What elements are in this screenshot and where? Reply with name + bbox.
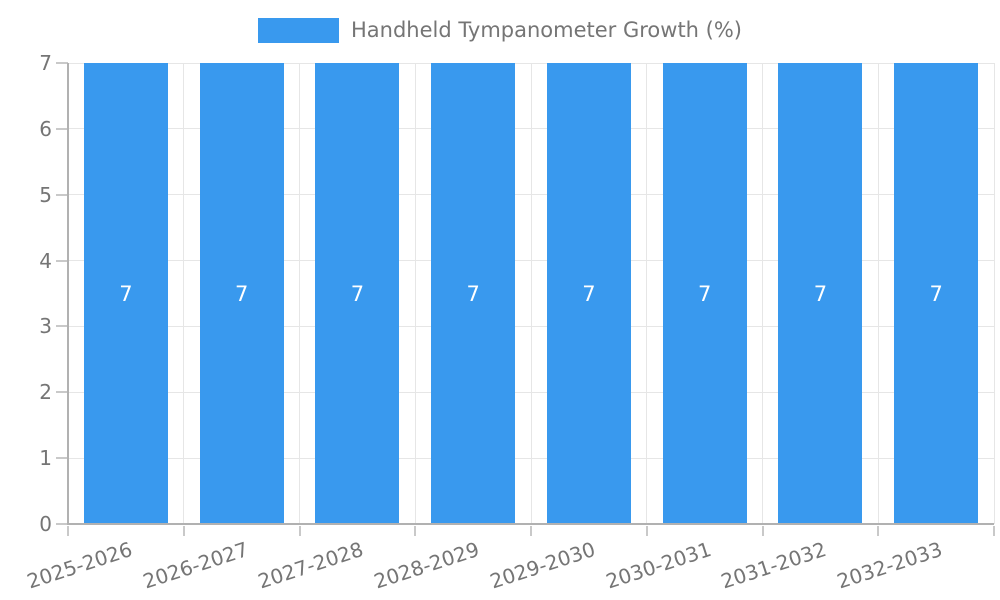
bar-value-label: 7 — [813, 281, 828, 306]
x-gridline — [414, 63, 416, 524]
bar-value-label: 7 — [119, 281, 133, 306]
bar — [199, 63, 284, 523]
x-tick — [182, 526, 185, 536]
x-tick — [645, 526, 648, 536]
bar-value-label: 7 — [697, 281, 712, 306]
y-tick — [56, 193, 68, 196]
x-gridline — [877, 63, 879, 524]
y-tick — [56, 127, 68, 130]
x-tick — [761, 526, 764, 536]
bar — [315, 63, 400, 523]
x-axis-tick-label: 2027-2028 — [255, 537, 367, 594]
chart-legend: Handheld Tympanometer Growth (%) — [0, 18, 1000, 43]
y-tick — [56, 325, 68, 328]
x-tick — [530, 526, 532, 536]
x-gridline — [646, 63, 648, 524]
x-gridline — [993, 63, 995, 524]
y-axis-tick-label: 5 — [39, 182, 52, 207]
x-axis-tick-label: 2026-2027 — [139, 537, 251, 594]
y-axis-tick-label: 6 — [39, 116, 52, 141]
x-tick — [67, 526, 69, 536]
x-tick — [877, 526, 880, 536]
bar-value-label: 7 — [929, 281, 943, 306]
y-tick — [56, 62, 68, 64]
y-axis-tick-label: 2 — [39, 380, 52, 405]
x-gridline — [530, 63, 532, 524]
bar-value-label: 7 — [466, 281, 480, 306]
x-axis-tick-label: 2032-2033 — [834, 537, 946, 594]
x-axis-tick-label: 2025-2026 — [23, 537, 135, 594]
x-gridline — [762, 63, 763, 524]
x-axis-tick-label: 2030-2031 — [602, 537, 714, 594]
bar — [83, 63, 168, 523]
bar-value-label: 7 — [350, 281, 365, 306]
bar — [662, 63, 747, 523]
y-axis-line — [67, 63, 69, 524]
y-tick — [56, 259, 68, 262]
bar — [778, 63, 863, 523]
x-tick — [993, 526, 995, 536]
x-axis-line — [67, 523, 994, 525]
y-axis-tick-label: 1 — [39, 446, 52, 471]
x-axis-tick-label: 2028-2029 — [371, 537, 483, 594]
bar — [894, 63, 979, 523]
bar-value-label: 7 — [234, 281, 249, 306]
y-axis-tick-label: 0 — [39, 512, 52, 536]
bar-value-label: 7 — [582, 281, 596, 306]
bar — [546, 63, 631, 523]
x-axis-tick-label: 2029-2030 — [486, 537, 598, 594]
y-tick — [56, 523, 68, 525]
x-gridline — [299, 63, 300, 524]
y-axis-tick-label: 3 — [39, 314, 52, 339]
x-tick — [414, 526, 417, 536]
x-gridline — [183, 63, 185, 524]
x-tick — [298, 526, 301, 536]
legend-item[interactable]: Handheld Tympanometer Growth (%) — [257, 18, 743, 43]
bar — [431, 63, 516, 523]
legend-label: Handheld Tympanometer Growth (%) — [350, 18, 743, 42]
y-axis-tick-label: 4 — [39, 248, 52, 273]
y-tick — [56, 391, 68, 394]
y-axis-tick-label: 7 — [39, 51, 52, 75]
y-tick — [56, 457, 68, 460]
x-axis-tick-label: 2031-2032 — [718, 537, 830, 594]
legend-swatch — [257, 18, 339, 43]
